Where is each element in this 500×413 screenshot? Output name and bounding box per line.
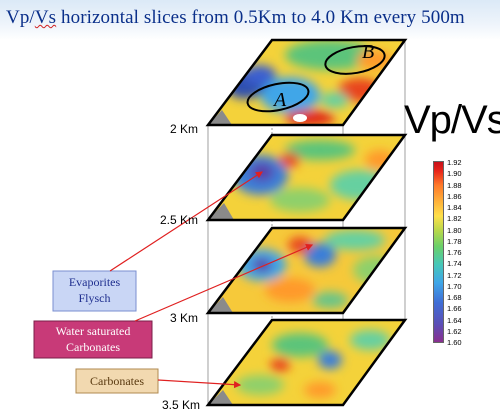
zone-b-label: B (362, 41, 374, 63)
slice-3-5km (205, 318, 408, 407)
depth-label-3km: 3 Km (170, 311, 199, 325)
colorbar-tick-label: 1.72 (447, 270, 462, 280)
page-title: Vp/Vs horizontal slices from 0.5Km to 4.… (6, 7, 465, 29)
title-part-2: Vs (34, 7, 57, 28)
colorbar-tick-label: 1.64 (447, 315, 462, 325)
colorbar-tick-label: 1.84 (447, 203, 462, 212)
slice-2-5km (205, 133, 408, 222)
callout-carbonates: Carbonates (90, 374, 144, 388)
title-part-1: Vp/ (6, 7, 35, 28)
zone-b-ellipse (324, 45, 386, 75)
colorbar-ticks: 1.92 1.90 1.88 1.86 1.84 1.82 1.80 1.78 1.76 1.74… (447, 158, 487, 347)
evaporites-box (52, 270, 137, 312)
slice-2km (205, 38, 408, 127)
slice-3km (205, 226, 408, 315)
carbonates-box (75, 368, 159, 394)
callout-evaporites-line2: Flysch (78, 291, 111, 305)
depth-label-3-5km: 3.5 Km (162, 398, 201, 412)
colorbar-title: Vp/Vs (404, 98, 500, 142)
colorbar-tick-label: 1.70 (447, 281, 462, 291)
title-bar (0, 0, 500, 40)
colorbar-tick-label: 1.66 (447, 304, 462, 314)
title-part-3: horizontal slices from 0.5Km to 4.0 Km e… (56, 7, 465, 28)
callout-evaporites: Evaporites Flysch (53, 274, 136, 306)
colorbar-tick-label: 1.74 (447, 259, 462, 269)
depth-label-2km: 2 Km (170, 122, 199, 136)
colorbar-tick-label: 1.76 (447, 248, 462, 257)
colorbar-tick-label: 1.60 (447, 338, 462, 347)
colorbar (433, 161, 444, 343)
colorbar-tick-label: 1.68 (447, 293, 462, 302)
colorbar-tick-label: 1.90 (447, 169, 462, 179)
colorbar-tick-label: 1.88 (447, 180, 462, 190)
depth-label-2-5km: 2.5 Km (160, 213, 199, 227)
zone-a-label: A (272, 89, 287, 111)
callout-water: Water saturated Carbonates (34, 323, 152, 355)
zone-a-ellipse (246, 81, 310, 113)
water-box (33, 320, 153, 359)
callout-arrows (109, 171, 314, 389)
callout-water-line1: Water saturated (55, 324, 131, 338)
colorbar-tick-label: 1.78 (447, 236, 462, 246)
colorbar-tick-label: 1.92 (447, 158, 462, 167)
colorbar-tick-label: 1.82 (447, 214, 462, 224)
callout-water-line2: Carbonates (66, 340, 120, 354)
colorbar-tick-label: 1.86 (447, 191, 462, 201)
colorbar-tick-label: 1.62 (447, 326, 462, 336)
callout-evaporites-line1: Evaporites (68, 275, 121, 289)
colorbar-tick-label: 1.80 (447, 225, 462, 235)
